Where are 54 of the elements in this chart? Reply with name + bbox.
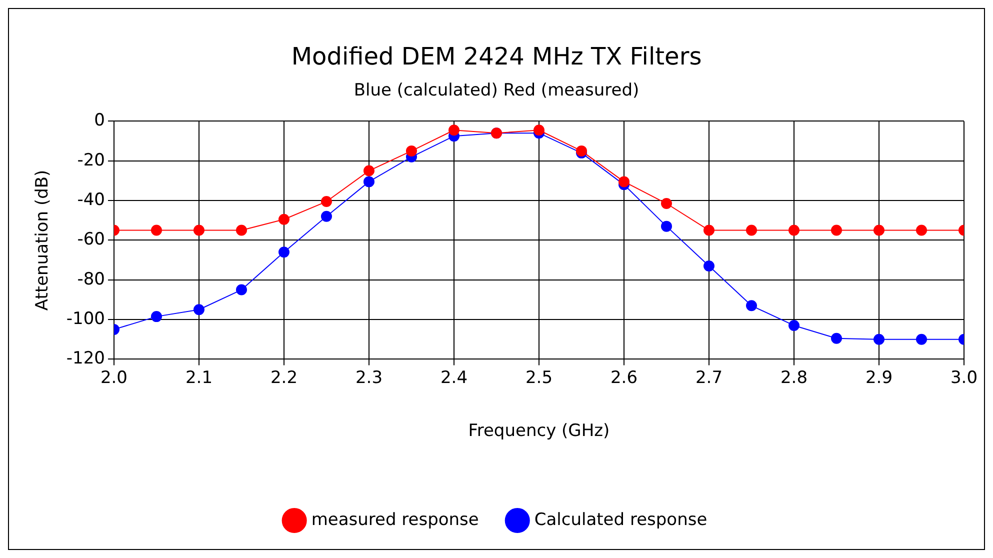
y-axis-title: Attenuation (dB) [32,170,53,311]
x-axis-title: Frequency (GHz) [468,421,610,442]
point [916,224,927,236]
y-tick-label: -20 [77,150,105,170]
point [533,124,544,136]
legend-label: Calculated response [534,510,708,530]
point [874,334,884,345]
point [874,224,884,236]
legend-label: measured response [311,510,479,530]
point [150,224,162,236]
y-tick-label: -120 [66,348,105,369]
point [746,224,757,236]
x-tick-label: 3.0 [950,368,978,388]
x-tick-label: 2.4 [440,368,468,388]
x-tick-label: 2.5 [525,368,553,388]
point [236,224,247,236]
y-tick-label: 0 [94,110,105,131]
point [618,176,630,188]
y-tick-label: -80 [77,269,105,290]
x-tick-label: 2.6 [610,368,638,388]
point [320,196,332,208]
point [406,145,417,156]
y-tick-label: -40 [77,190,105,210]
point [363,176,374,188]
point [150,311,162,322]
point [916,334,927,345]
x-tick-label: 2.3 [355,368,383,388]
x-tick-label: 2.9 [865,368,893,388]
y-tick-label: -60 [77,230,105,250]
chart-subtitle: Blue (calculated) Red (measured) [354,80,640,100]
point [703,260,714,272]
point [788,224,800,236]
point [278,246,290,258]
point [193,224,204,236]
point [236,284,247,296]
y-tick-label: -100 [66,308,105,329]
point [320,210,332,222]
x-tick-label: 2.8 [780,368,808,388]
point [448,124,460,136]
point [660,220,672,232]
point [830,224,842,236]
point [363,165,374,176]
point [830,332,842,344]
x-tick-label: 2.0 [100,368,128,388]
chart-title: Modified DEM 2424 MHz TX Filters [291,42,702,71]
point [703,224,714,236]
point [193,304,204,316]
x-tick-label: 2.2 [270,368,298,388]
point [278,214,290,225]
point [746,300,757,312]
point [660,198,672,210]
x-tick-label: 2.7 [695,368,723,388]
x-tick-label: 2.1 [185,368,213,388]
point [788,320,800,331]
